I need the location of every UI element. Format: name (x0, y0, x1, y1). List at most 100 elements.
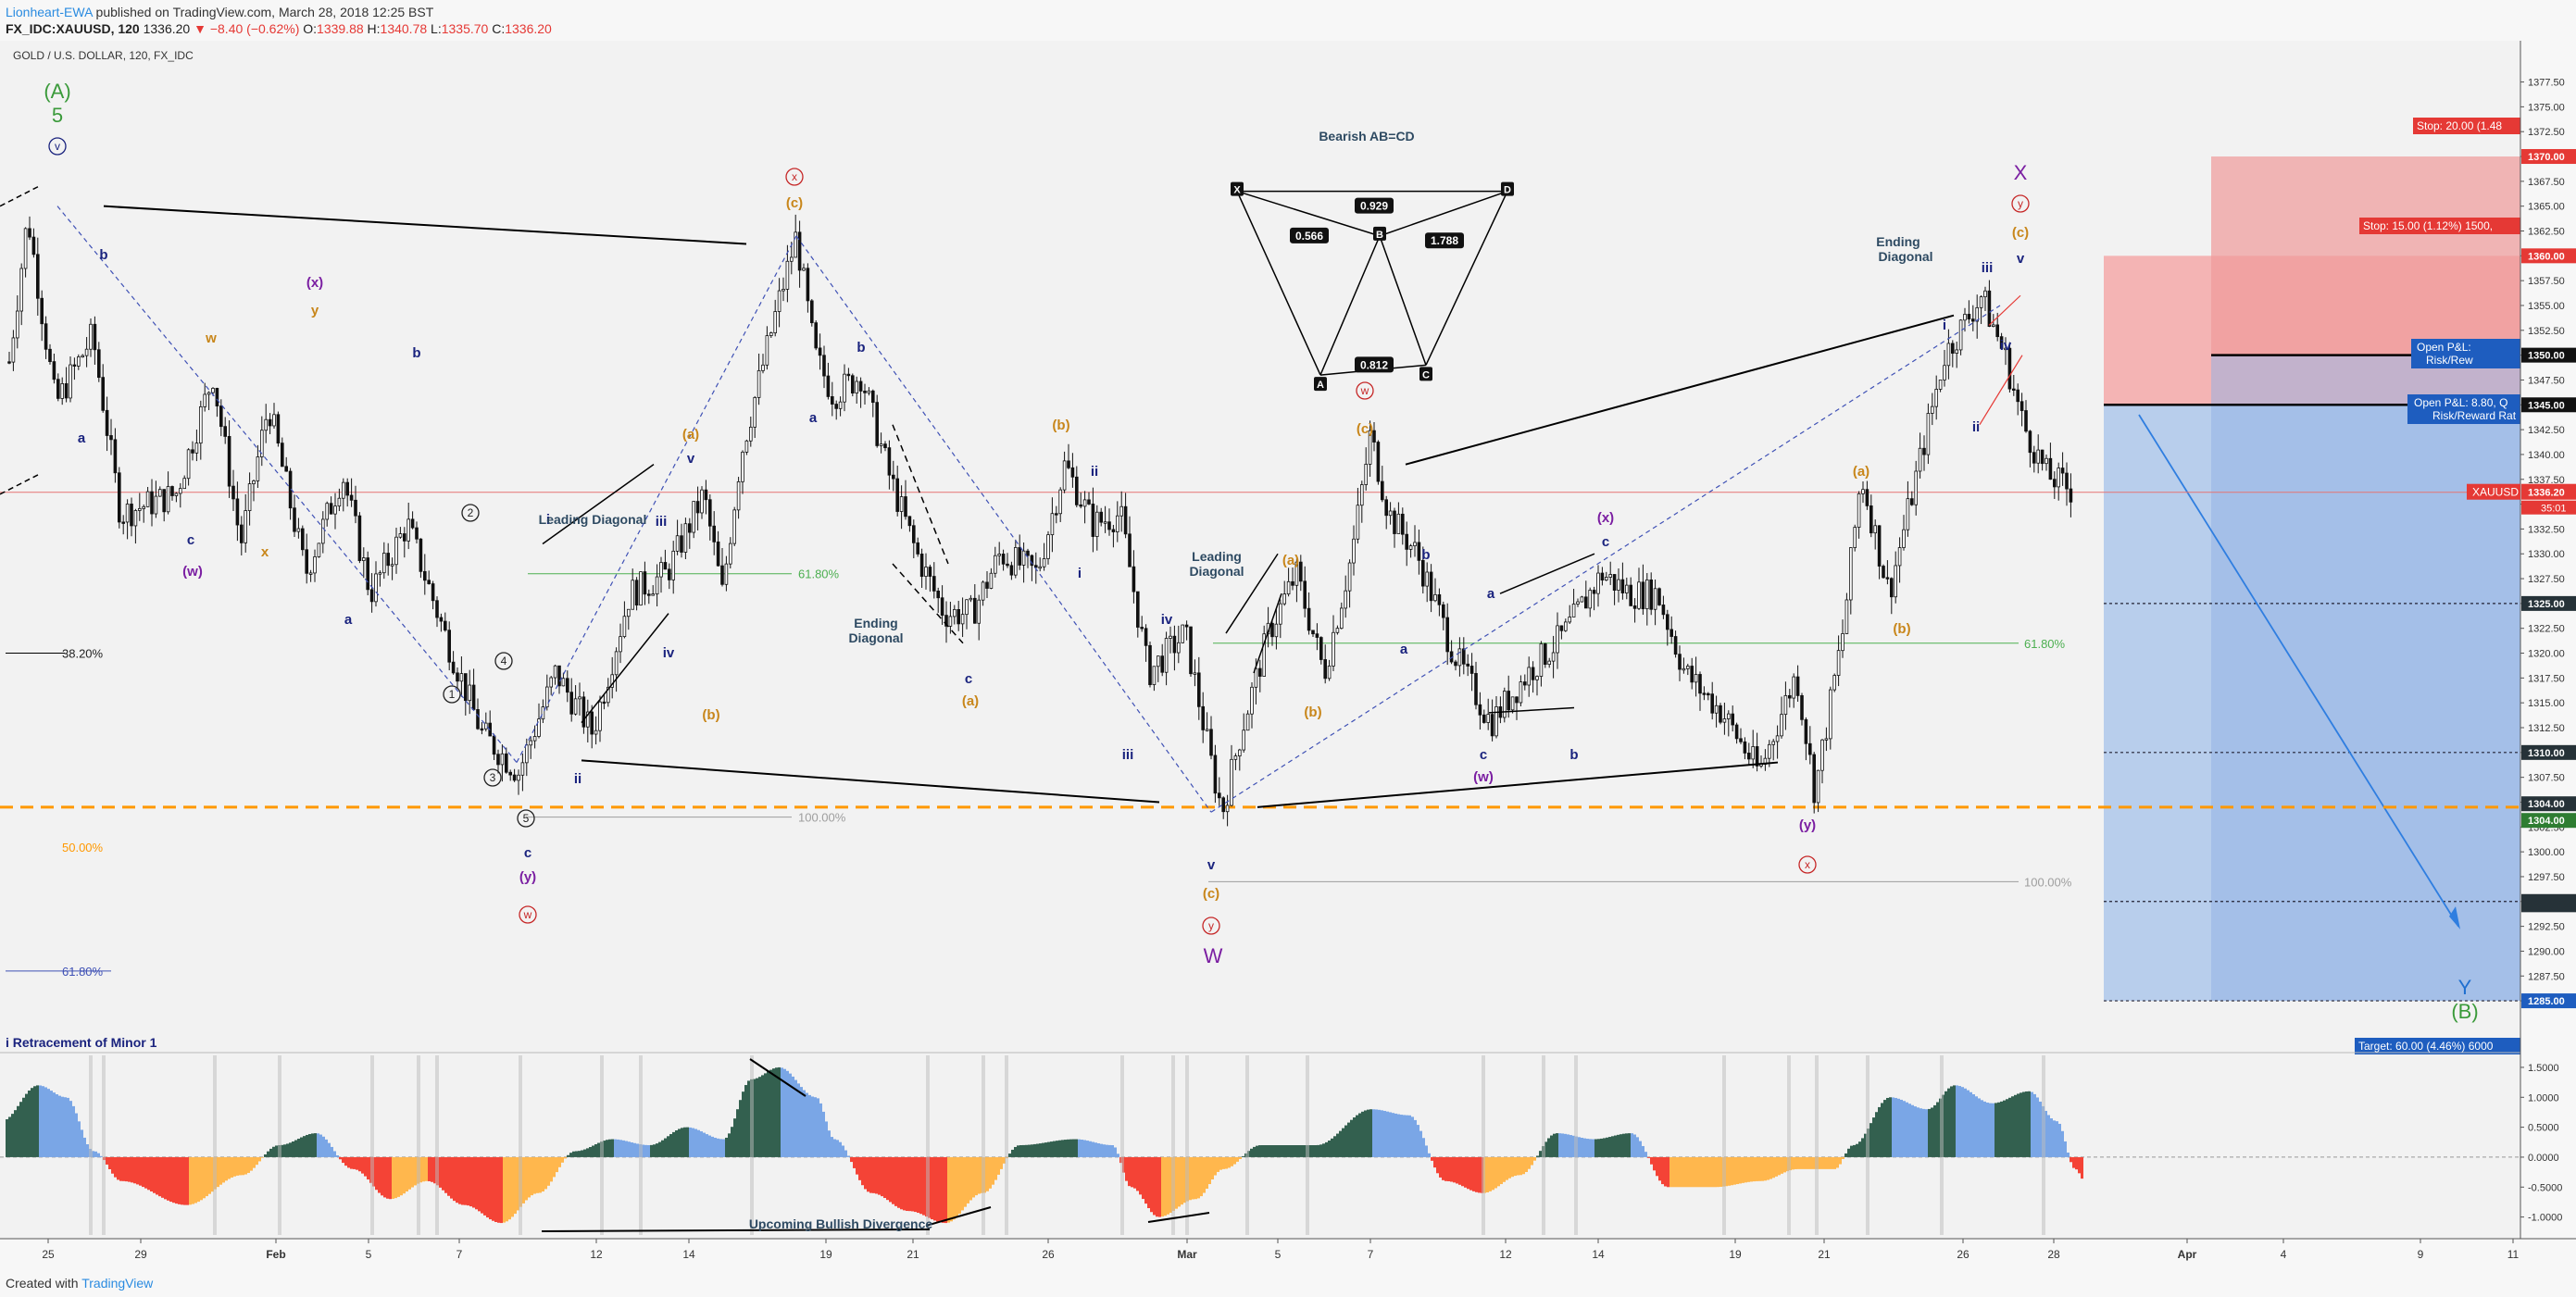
candle-body (794, 231, 797, 258)
label-ending-diagonal-2b: Diagonal (1878, 249, 1932, 264)
label-a-1: a (78, 430, 86, 446)
osc-bar (531, 1156, 533, 1196)
label-i-3: i (1943, 318, 1946, 333)
tradingview-link[interactable]: TradingView (81, 1276, 154, 1291)
candle-body (960, 614, 965, 625)
osc-bar (1200, 1156, 1203, 1197)
price-axis[interactable]: 1377.501375.001372.501370.001367.501365.… (2467, 41, 2576, 1268)
osc-bar (1408, 1115, 1411, 1157)
osc-bar (36, 1085, 39, 1157)
x-tick-label: 12 (590, 1248, 603, 1261)
abcd-point-C-text: C (1422, 369, 1430, 380)
diag-lead-1a (542, 464, 655, 545)
x-tick-label: 14 (1592, 1248, 1605, 1261)
osc-bar (1744, 1156, 1747, 1183)
divergence-line-4 (925, 1206, 992, 1227)
osc-bar (1567, 1134, 1569, 1157)
osc-bar (994, 1156, 997, 1180)
osc-bar (328, 1142, 331, 1157)
time-axis[interactable]: 25 29 Feb 5 7 12 14 19 21 26 Mar 5 7 12 14 19 21 26 28 Apr 4… (0, 49, 2576, 1268)
candle-body (1897, 547, 1902, 567)
osc-bar (636, 1143, 639, 1157)
candle-body (1975, 306, 1980, 322)
candle-body (121, 521, 126, 524)
candle-body (895, 478, 899, 512)
author-link[interactable]: Lionheart-EWA (6, 5, 93, 19)
osc-bar (1167, 1156, 1169, 1215)
y-tick-label: 1290.00 (2528, 946, 2565, 957)
wave-x-line (1499, 553, 1595, 594)
candle-body (1144, 628, 1148, 646)
osc-bar (1897, 1098, 1900, 1157)
osc-bar (1350, 1119, 1353, 1157)
osc-bar (553, 1156, 556, 1178)
candle-body (1148, 644, 1152, 685)
candle-body (1111, 529, 1116, 532)
candle-body (1184, 624, 1189, 628)
osc-bar (619, 1140, 622, 1157)
label-w-circ-2: w (1356, 381, 1374, 400)
osc-bar (675, 1130, 678, 1157)
osc-bar (1956, 1085, 1958, 1157)
osc-bar (1364, 1110, 1367, 1157)
osc-bar (1903, 1101, 1906, 1157)
left-dash-top (0, 185, 40, 207)
osc-bar (2003, 1100, 2006, 1157)
osc-bar (1039, 1143, 1042, 1157)
osc-bar (667, 1136, 669, 1157)
candle-body (1209, 729, 1213, 756)
stop-zone-2 (2211, 156, 2520, 355)
level-text-9: 1285.00 (2528, 996, 2565, 1007)
candle-body (1429, 571, 1433, 602)
osc-bar (878, 1156, 881, 1195)
osc-bar (1822, 1156, 1825, 1169)
osc-bar (83, 1137, 86, 1157)
osc-bar (1642, 1145, 1644, 1157)
candle-body (1857, 493, 1861, 528)
osc-bar (561, 1156, 564, 1163)
candle-body (182, 478, 187, 490)
osc-bar (1067, 1139, 1069, 1157)
label-y-paren: (y) (519, 869, 536, 885)
osc-bar (731, 1127, 733, 1157)
candle-body (1632, 605, 1637, 609)
osc-bar (139, 1156, 142, 1186)
osc-bar (575, 1151, 578, 1157)
osc-bar (1658, 1156, 1661, 1181)
osc-bar (736, 1109, 739, 1157)
countdown-text: 35:01 (2541, 504, 2567, 515)
osc-bar (1031, 1144, 1033, 1157)
label-X: X (2014, 161, 2028, 184)
osc-bar (1619, 1134, 1622, 1157)
osc-bar (422, 1156, 425, 1182)
candle-body (655, 576, 659, 595)
candle-body (130, 504, 133, 527)
osc-bar (92, 1151, 94, 1157)
osc-bar (589, 1146, 592, 1157)
candle-body (899, 496, 904, 512)
publish-info: published on TradingView.com, March 28, … (95, 5, 434, 19)
candle-body (871, 390, 875, 404)
candle-body (1136, 591, 1140, 628)
candle-body (1075, 476, 1079, 505)
osc-bar (611, 1139, 614, 1157)
osc-bar (1847, 1148, 1850, 1157)
candle-body (904, 496, 907, 518)
label-c-paren-1: (c) (786, 195, 803, 211)
candle-body (284, 466, 288, 472)
osc-bar (1583, 1138, 1586, 1157)
osc-bar (900, 1156, 903, 1210)
candle-body (1042, 558, 1046, 567)
osc-bar (1281, 1145, 1283, 1157)
osc-bar (836, 1140, 839, 1157)
osc-bar (503, 1156, 506, 1223)
osc-bar (1894, 1097, 1897, 1157)
abcd-point-D: D (1501, 181, 1514, 196)
osc-bar (325, 1139, 328, 1157)
wave-dashed-4 (1210, 305, 2001, 813)
y-tick-label: 1327.50 (2528, 574, 2565, 585)
osc-bar (322, 1136, 325, 1157)
osc-bar (1781, 1156, 1783, 1174)
